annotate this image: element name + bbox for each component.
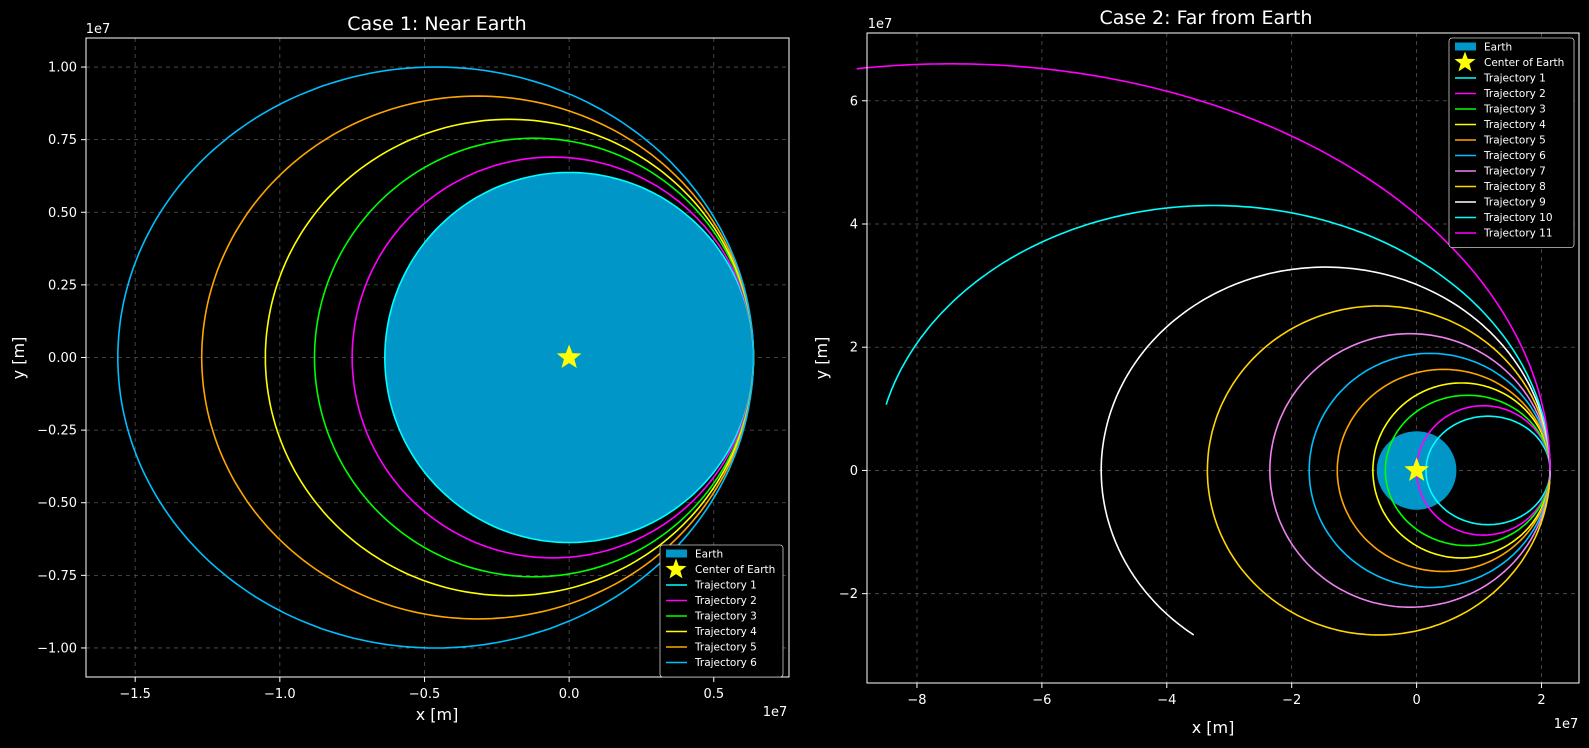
legend-label-trajectory-10: Trajectory 10 xyxy=(1483,212,1553,224)
legend-label-trajectory-7: Trajectory 7 xyxy=(1483,166,1546,178)
x-tick-label: −4 xyxy=(1157,693,1176,708)
center-of-earth-star xyxy=(1404,457,1429,481)
legend-label-earth: Earth xyxy=(1484,42,1512,54)
chart-panel-far-from-earth: Case 2: Far from Earth −8 −6 −4 −2 0 2 −2 0 2 4 6… xyxy=(812,7,1580,737)
legend-box xyxy=(1448,37,1575,248)
y-axis-ticks: −2 0 2 4 6 xyxy=(839,94,867,602)
x-tick-label: −0.5 xyxy=(409,687,441,702)
y-tick-label: 0.25 xyxy=(48,278,77,293)
y-tick-label: −0.25 xyxy=(37,424,77,439)
y-tick-label: −1.00 xyxy=(37,641,77,656)
trajectory-line-3 xyxy=(1384,394,1551,547)
y-tick-label: 1.00 xyxy=(48,61,77,76)
legend-label-trajectory-1: Trajectory 1 xyxy=(694,580,757,592)
legend-label-trajectory-6: Trajectory 6 xyxy=(1483,150,1546,162)
legend-center-star xyxy=(665,558,687,579)
y-tick-label: 0.75 xyxy=(48,133,77,148)
trajectory-line-5 xyxy=(200,95,755,620)
trajectory-line-6 xyxy=(1308,352,1551,589)
trajectory-line-6 xyxy=(116,66,755,649)
trajectory-line-1 xyxy=(383,171,755,544)
trajectory-line-9 xyxy=(1100,266,1551,636)
x-tick-label: 2 xyxy=(1537,693,1545,708)
axes-frame xyxy=(866,32,1580,684)
legend-label-trajectory-4: Trajectory 4 xyxy=(1483,119,1546,131)
legend-label-trajectory-3: Trajectory 3 xyxy=(694,611,757,623)
plot-area xyxy=(116,66,755,649)
y-tick-label: −0.50 xyxy=(37,496,77,511)
legend-label-trajectory-2: Trajectory 2 xyxy=(694,595,757,607)
legend-label-trajectory-8: Trajectory 8 xyxy=(1483,181,1546,193)
legend-label-trajectory-9: Trajectory 9 xyxy=(1483,197,1546,209)
x-tick-label: 0 xyxy=(1412,693,1420,708)
y-axis-multiplier: 1e7 xyxy=(868,17,893,32)
legend-box xyxy=(659,544,784,678)
legend-label-trajectory-3: Trajectory 3 xyxy=(1483,104,1546,116)
trajectory-line-2 xyxy=(351,156,755,559)
x-tick-label: 0.5 xyxy=(703,687,724,702)
chart-title: Case 2: Far from Earth xyxy=(1100,7,1313,29)
y-tick-label: −0.75 xyxy=(37,569,77,584)
legend-label-trajectory-2: Trajectory 2 xyxy=(1483,88,1546,100)
chart-panel-near-earth: Case 1: Near Earth −1.5 −1.0 −0.5 0.0 0.5 −1… xyxy=(9,13,790,724)
legend-earth-swatch xyxy=(666,549,687,558)
y-axis-multiplier: 1e7 xyxy=(86,22,111,37)
trajectory-line-4 xyxy=(1372,382,1551,559)
legend-label-trajectory-11: Trajectory 11 xyxy=(1483,228,1553,240)
legend-label-trajectory-5: Trajectory 5 xyxy=(694,642,757,654)
trajectory-line-10 xyxy=(885,204,1551,471)
x-tick-label: 0.0 xyxy=(559,687,580,702)
chart-title: Case 1: Near Earth xyxy=(347,13,526,35)
y-axis-ticks: −1.00 −0.75 −0.50 −0.25 0.00 0.25 0.50 0.75 1.00 xyxy=(37,61,86,656)
y-tick-label: 0.00 xyxy=(48,351,77,366)
legend-label-trajectory-1: Trajectory 1 xyxy=(1483,73,1546,85)
x-axis-label: x [m] xyxy=(416,705,459,724)
trajectory-line-7 xyxy=(1268,332,1551,609)
legend-earth-swatch xyxy=(1455,42,1476,51)
legend-label-center-of-earth: Center of Earth xyxy=(1484,57,1564,69)
legend-label-earth: Earth xyxy=(695,549,723,561)
legend: Earth Center of Earth Trajectory 1 Trajecto… xyxy=(1448,37,1575,248)
y-tick-label: 0 xyxy=(850,464,858,479)
x-tick-label: −2 xyxy=(1282,693,1301,708)
legend-label-trajectory-4: Trajectory 4 xyxy=(694,626,757,638)
y-tick-label: 6 xyxy=(850,94,858,109)
trajectory-line-3 xyxy=(313,137,755,578)
trajectory-line-1 xyxy=(1425,415,1551,526)
x-axis-ticks: −8 −6 −4 −2 0 2 xyxy=(907,683,1546,708)
trajectory-line-8 xyxy=(1206,305,1551,636)
x-axis-multiplier: 1e7 xyxy=(763,705,788,720)
legend-label-center-of-earth: Center of Earth xyxy=(695,564,775,576)
x-tick-label: −8 xyxy=(907,693,926,708)
y-tick-label: −2 xyxy=(839,587,858,602)
x-axis-label: x [m] xyxy=(1192,718,1235,737)
y-tick-label: 2 xyxy=(850,341,858,356)
center-of-earth-star xyxy=(556,344,582,368)
plot-area xyxy=(856,62,1551,636)
trajectory-line-11 xyxy=(856,62,1551,471)
y-tick-label: 0.50 xyxy=(48,206,77,221)
trajectory-line-4 xyxy=(264,118,755,597)
x-tick-label: −6 xyxy=(1032,693,1051,708)
y-axis-label: y [m] xyxy=(812,337,831,380)
y-tick-label: 4 xyxy=(850,217,858,232)
y-axis-label: y [m] xyxy=(9,337,28,380)
legend-label-trajectory-6: Trajectory 6 xyxy=(694,657,757,669)
x-axis-ticks: −1.5 −1.0 −0.5 0.0 0.5 xyxy=(119,677,724,702)
legend: Earth Center of Earth Trajectory 1 Trajecto… xyxy=(659,544,784,678)
trajectory-line-5 xyxy=(1336,368,1551,573)
x-tick-label: −1.5 xyxy=(119,687,151,702)
legend-center-star xyxy=(1454,51,1476,72)
x-axis-multiplier: 1e7 xyxy=(1554,717,1579,732)
legend-label-trajectory-5: Trajectory 5 xyxy=(1483,135,1546,147)
x-tick-label: −1.0 xyxy=(264,687,296,702)
